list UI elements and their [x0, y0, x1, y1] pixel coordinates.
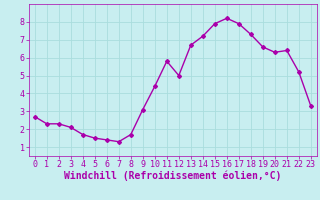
X-axis label: Windchill (Refroidissement éolien,°C): Windchill (Refroidissement éolien,°C) — [64, 171, 282, 181]
